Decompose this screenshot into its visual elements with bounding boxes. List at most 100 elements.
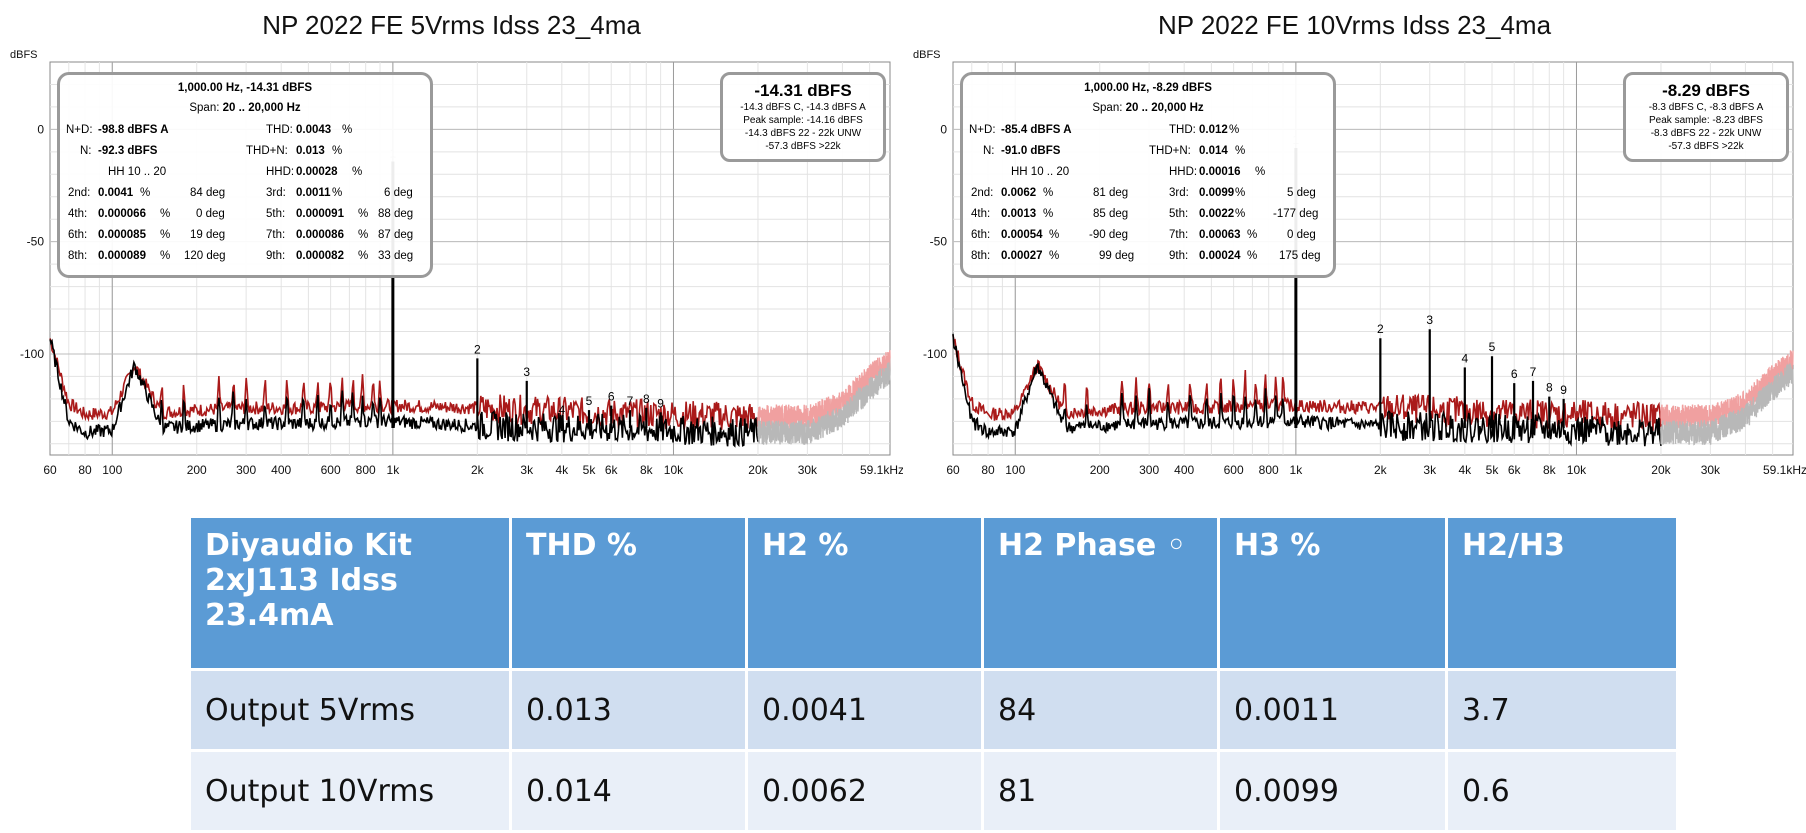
x-tick-label: 3k [1423, 463, 1437, 477]
peak-label: 9 [1560, 383, 1567, 397]
series-line-black [49, 338, 759, 448]
harmonic-4-value: 0.000066 [98, 208, 146, 220]
column-header: THD % [509, 515, 748, 671]
y-tick-label: -50 [930, 235, 948, 249]
harmonic-9-value: 0.00024 [1199, 250, 1241, 262]
thd-label: THD: [1169, 124, 1196, 136]
table-cell: Output 10Vrms [188, 749, 512, 833]
x-tick-label: 60 [43, 463, 57, 477]
harmonic-7-value: 0.000086 [296, 229, 344, 241]
harmonic-3-phase: 5 deg [1287, 187, 1316, 199]
level-value: -8.29 dBFS [1662, 81, 1750, 100]
span-readout: Span: 20 .. 20,000 Hz [189, 102, 301, 114]
summary-table: Diyaudio Kit 2xJ113 Idss 23.4mA THD % H2… [188, 515, 1679, 833]
table-cell: 81 [981, 749, 1220, 833]
level-line: -57.3 dBFS >22k [1668, 141, 1744, 152]
measurement-info-box: 1,000.00 Hz, -14.31 dBFS Span: 20 .. 20,… [57, 72, 433, 278]
column-header: H2 % [745, 515, 984, 671]
harmonic-3-phase: 6 deg [384, 187, 413, 199]
harmonic-6-phase: 19 deg [190, 229, 226, 241]
x-tick-label: 80 [78, 463, 92, 477]
x-tick-label: 100 [1005, 463, 1025, 477]
x-tick-label: 30k [1701, 463, 1721, 477]
harmonic-6-phase: -90 deg [1089, 229, 1129, 241]
fundamental-readout: 1,000.00 Hz, -14.31 dBFS [177, 82, 313, 94]
x-tick-label: 59.1kHz [860, 463, 903, 477]
series-line-grey [757, 362, 891, 445]
table-cell: 0.0099 [1217, 749, 1448, 833]
harmonic-9-phase: 175 deg [1279, 250, 1321, 262]
table-cell: 0.013 [509, 668, 748, 752]
x-tick-label: 10k [664, 463, 684, 477]
harmonic-2-value: 0.0062 [1001, 187, 1037, 199]
y-tick-label: -100 [923, 347, 947, 361]
harmonic-8-phase: 99 deg [1099, 250, 1135, 262]
n-value: -92.3 dBFS [98, 145, 158, 157]
x-tick-label: 10k [1567, 463, 1587, 477]
harmonic-9-value: 0.000082 [296, 250, 344, 262]
column-header: H2 Phase ◦ [981, 515, 1220, 671]
level-line: -8.3 dBFS C, -8.3 dBFS A [1648, 102, 1764, 113]
y-axis-label: dBFS [913, 49, 941, 61]
harmonic-2-label: 2nd: [971, 187, 994, 199]
n-label: N: [80, 145, 92, 157]
fundamental-readout: 1,000.00 Hz, -8.29 dBFS [1084, 82, 1212, 94]
harmonic-2-value: 0.0041 [98, 187, 134, 199]
x-tick-label: 200 [1090, 463, 1110, 477]
level-line: -14.3 dBFS 22 - 22k UNW [744, 128, 862, 139]
table-cell: 0.0041 [745, 668, 984, 752]
table-cell: Output 5Vrms [188, 668, 512, 752]
harmonic-6-label: 6th: [68, 229, 88, 241]
column-header: H3 % [1217, 515, 1448, 671]
peak-label: 7 [1530, 365, 1537, 379]
harmonic-3-label: 3rd: [1169, 187, 1189, 199]
x-tick-label: 3k [520, 463, 534, 477]
peak-label: 5 [1489, 340, 1496, 354]
peak-label: 8 [643, 392, 650, 406]
x-tick-label: 400 [1174, 463, 1194, 477]
peak-label: 8 [1546, 381, 1553, 395]
harmonic-8-value: 0.000089 [98, 250, 146, 262]
n-value: -91.0 dBFS [1001, 145, 1061, 157]
harmonic-2-phase: 84 deg [190, 187, 226, 199]
x-tick-label: 2k [471, 463, 485, 477]
harmonic-8-label: 8th: [68, 250, 88, 262]
table-cell: 0.014 [509, 749, 748, 833]
level-line: -57.3 dBFS >22k [765, 141, 841, 152]
hh-label: HH 10 .. 20 [1011, 166, 1070, 178]
harmonic-9-label: 9th: [1169, 250, 1189, 262]
thd-label: THD: [266, 124, 293, 136]
level-line: -8.3 dBFS 22 - 22k UNW [1650, 128, 1762, 139]
spectrum-chart-5vrms: 60 80 100 200 300 400 600 800 1k 2k 3k 4k 5k 6k 8k 10k 2… [0, 0, 903, 490]
table-row: Output 10Vrms 0.014 0.0062 81 0.0099 0.6 [188, 749, 1679, 833]
harmonic-5-value: 0.0022 [1199, 208, 1235, 220]
harmonic-4-phase: 0 deg [196, 208, 225, 220]
x-tick-label: 6k [605, 463, 619, 477]
level-value: -14.31 dBFS [754, 81, 852, 100]
x-tick-label: 300 [236, 463, 256, 477]
x-tick-label: 800 [356, 463, 376, 477]
x-tick-label: 4k [555, 463, 569, 477]
harmonic-4-label: 4th: [971, 208, 991, 220]
series-line-black [952, 333, 1662, 447]
harmonic-5-phase: 88 deg [378, 208, 414, 220]
hhd-label: HHD: [1169, 166, 1198, 178]
y-tick-label: -100 [20, 347, 44, 361]
hhd-value: 0.00028 [296, 166, 338, 178]
peak-label: 5 [586, 394, 593, 408]
harmonic-4-value: 0.0013 [1001, 208, 1037, 220]
level-line: -14.3 dBFS C, -14.3 dBFS A [740, 102, 866, 113]
level-line: Peak sample: -8.23 dBFS [1649, 115, 1763, 126]
table-row: Output 5Vrms 0.013 0.0041 84 0.0011 3.7 [188, 668, 1679, 752]
series-line-red [49, 338, 759, 430]
thdn-value: 0.013 [296, 145, 325, 157]
x-tick-label: 60 [946, 463, 960, 477]
table-cell: 0.0062 [745, 749, 984, 833]
harmonic-6-label: 6th: [971, 229, 991, 241]
column-header: Diyaudio Kit 2xJ113 Idss 23.4mA [188, 515, 512, 671]
peak-label: 9 [657, 396, 664, 410]
harmonic-9-phase: 33 deg [378, 250, 414, 262]
nd-value: -98.8 dBFS A [98, 124, 169, 136]
table-cell: 3.7 [1445, 668, 1679, 752]
peak-label: 2 [474, 342, 481, 356]
